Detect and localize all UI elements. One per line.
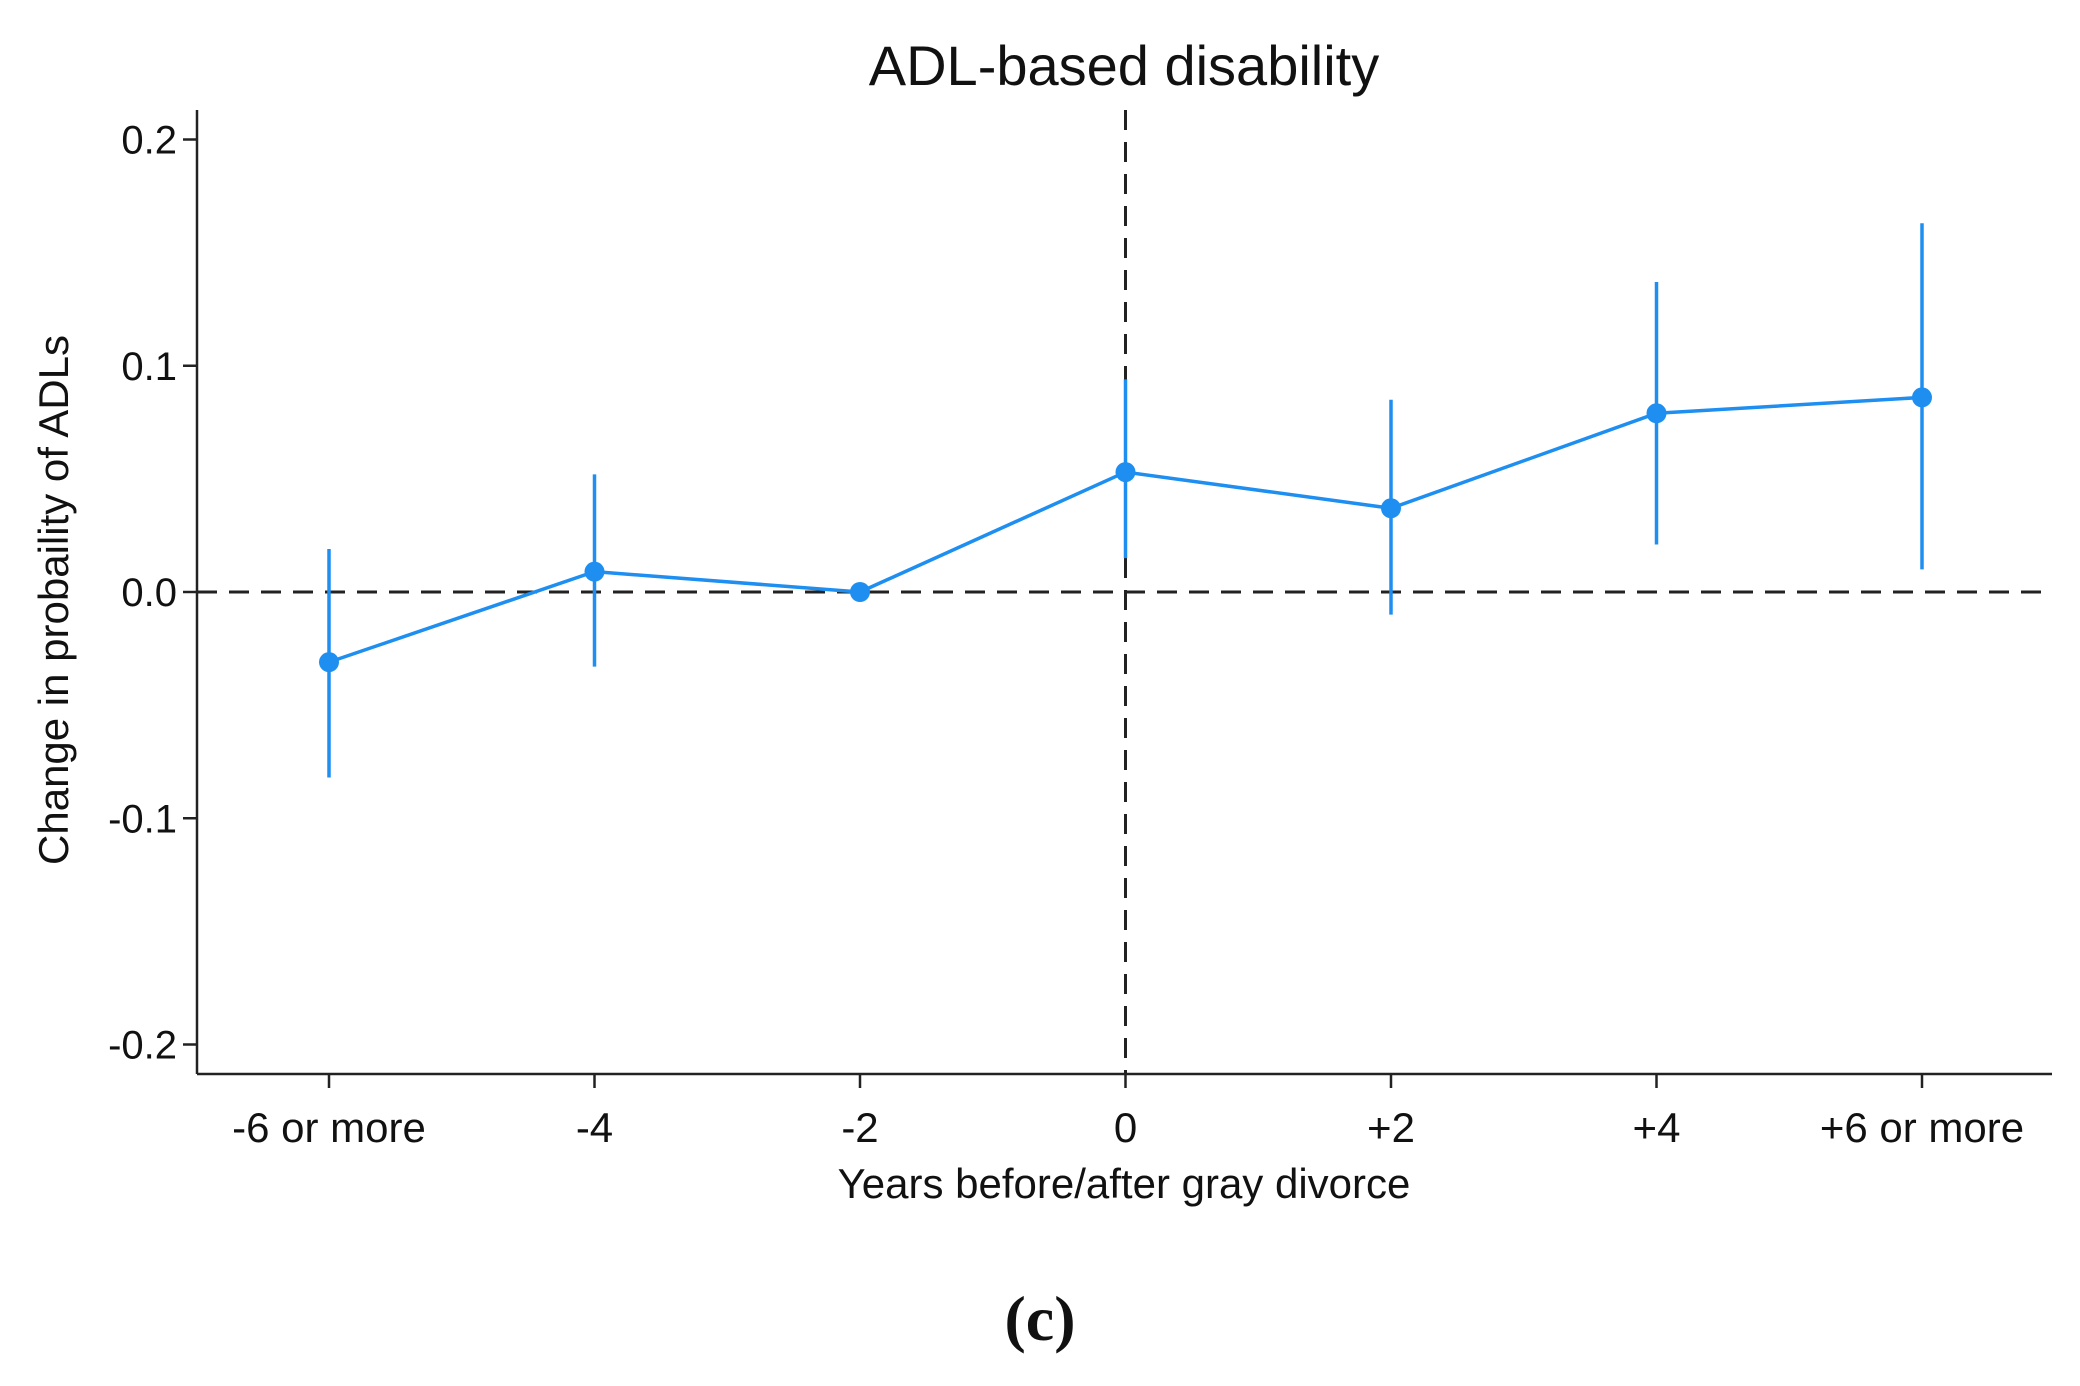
y-axis-title: Change in probaility of ADLs (30, 335, 77, 865)
x-tick-label: -4 (576, 1104, 613, 1151)
x-tick-label: 0 (1114, 1104, 1137, 1151)
data-point (850, 582, 870, 602)
data-point (1381, 498, 1401, 519)
x-axis-title: Years before/after gray divorce (838, 1160, 1411, 1207)
x-tick-label: +2 (1367, 1104, 1415, 1151)
y-tick-label: -0.1 (108, 797, 177, 841)
y-tick-label: 0.2 (121, 119, 177, 163)
x-tick-label: +6 or more (1820, 1104, 2024, 1151)
plot-area: -0.2 -0.1 0.0 0.1 0.2 -6 or more -4 -2 0 +2 +4 +6 o… (108, 110, 2052, 1151)
x-tick-label: -2 (841, 1104, 878, 1151)
data-point (319, 652, 339, 673)
data-point (1115, 462, 1136, 483)
y-tick-label: 0.1 (121, 345, 177, 389)
panel-label: (c) (1004, 1283, 1075, 1354)
data-point (1646, 403, 1667, 424)
data-point (1912, 387, 1932, 408)
y-tick-label: 0.0 (121, 571, 177, 615)
chart-title: ADL-based disability (869, 34, 1379, 97)
x-tick-label: +4 (1633, 1104, 1681, 1151)
data-point (584, 561, 605, 582)
x-tick-label: -6 or more (232, 1104, 426, 1151)
y-tick-label: -0.2 (108, 1024, 177, 1068)
